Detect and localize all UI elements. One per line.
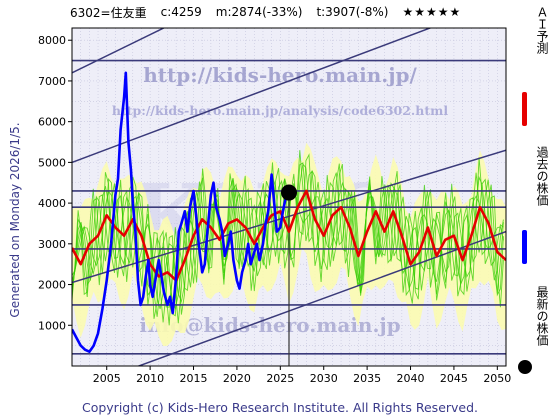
x-tick-label: 2025 — [266, 372, 294, 385]
stock-code-name: 6302=住友重 — [70, 5, 147, 20]
series-forecast-line — [72, 189, 506, 282]
x-tick-label: 2015 — [180, 372, 208, 385]
legend-forecast-swatch — [522, 92, 527, 126]
y-tick-label: 6000 — [38, 116, 66, 129]
y-tick-label: 2000 — [38, 279, 66, 292]
legend-past-label: 過去の株価 — [535, 146, 549, 206]
y-tick-label: 5000 — [38, 156, 66, 169]
target-price: t:3907(-8%) — [316, 5, 389, 19]
x-tick-label: 2035 — [353, 372, 381, 385]
rating-stars: ★★★★★ — [402, 5, 462, 19]
x-tick-label: 2010 — [136, 372, 164, 385]
stock-chart: http://kids-hero.main.jp/ http://kids-he… — [38, 27, 511, 385]
legend: ＡＩ予測 過去の株価 最新の株価 — [516, 6, 556, 386]
legend-past-swatch — [522, 230, 527, 264]
plot-frame — [71, 27, 507, 367]
legend-past: 過去の株価 — [516, 146, 556, 266]
trend-channel-line — [72, 28, 433, 164]
x-tick-label: 2020 — [223, 372, 251, 385]
x-tick-label: 2050 — [483, 372, 511, 385]
x-tick-label: 2005 — [93, 372, 121, 385]
x-tick-label: 2045 — [440, 372, 468, 385]
legend-latest-label: 最新の株価 — [535, 286, 549, 346]
watermark-url-analysis: http://kids-hero.main.jp/analysis/code63… — [112, 103, 448, 118]
legend-forecast: ＡＩ予測 — [516, 6, 556, 126]
current-price-marker — [281, 184, 297, 201]
x-tick-label: 2030 — [310, 372, 338, 385]
copyright-footer: Copyright (c) Kids-Hero Research Institu… — [81, 400, 479, 415]
watermark-url-main: http://kids-hero.main.jp/ — [143, 63, 417, 87]
series-past-line — [72, 71, 291, 354]
y-tick-label: 3000 — [38, 238, 66, 251]
y-tick-label: 7000 — [38, 75, 66, 88]
chart-header: 6302=住友重 c:4259 m:2874(-33%) t:3907(-8%)… — [70, 2, 510, 22]
y-tick-label: 8000 — [38, 34, 66, 47]
x-tick-label: 2040 — [397, 372, 425, 385]
trend-channel-line — [72, 28, 166, 74]
legend-latest-swatch — [518, 360, 532, 374]
current-price: c:4259 — [160, 5, 202, 19]
y-tick-label: 1000 — [38, 319, 66, 332]
legend-forecast-label: ＡＩ予測 — [535, 6, 549, 54]
y-tick-label: 4000 — [38, 197, 66, 210]
legend-latest: 最新の株価 — [516, 286, 556, 386]
median-price: m:2874(-33%) — [215, 5, 303, 19]
